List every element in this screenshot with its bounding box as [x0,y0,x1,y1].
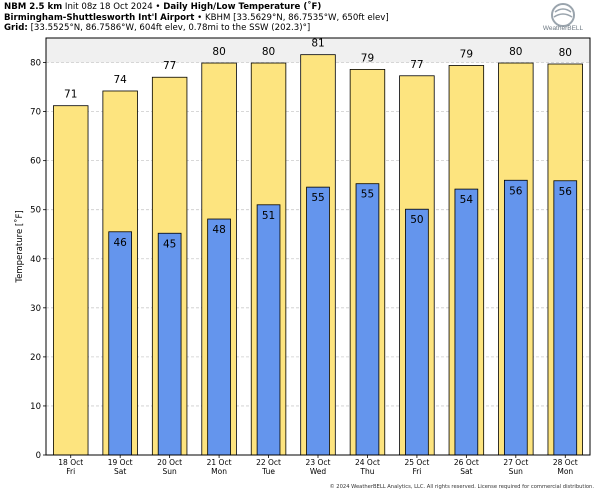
low-temp-label: 51 [262,210,275,222]
x-tick-weekday: Tue [261,467,275,476]
grid-info: [33.5525°N, 86.7586°W, 604ft elev, 0.78m… [30,23,311,33]
weatherbell-logo: WeatherBELL [543,3,584,32]
separator: • [155,2,161,12]
high-temp-label: 74 [113,74,127,86]
low-temp-label: 56 [509,185,523,197]
x-tick-weekday: Sun [162,467,177,476]
x-tick-weekday: Sat [114,467,126,476]
low-temp-bar [503,179,528,456]
y-tick-label: 20 [30,353,41,363]
y-tick-label: 0 [36,451,41,461]
plot-frame [45,37,591,456]
high-temp-label: 80 [262,46,275,58]
x-tick-date: 21 Oct [207,458,232,467]
model-name: NBM 2.5 km [4,2,63,12]
chart-header: NBM 2.5 km Init 08z 18 Oct 2024 • Daily … [4,2,524,34]
x-tick-weekday: Wed [310,467,327,476]
x-tick-date: 28 Oct [553,458,578,467]
grid-label: Grid: [4,23,28,33]
high-temp-label: 80 [212,46,225,58]
high-temp-label: 79 [460,48,473,60]
high-temp-label: 77 [163,60,176,72]
high-temp-label: 71 [64,89,77,101]
high-temp-bar [53,105,89,456]
low-temp-label: 46 [113,237,127,249]
low-temp-bar [108,231,133,456]
low-temp-label: 48 [212,224,225,236]
low-temp-bar [207,218,231,456]
y-tick-label: 40 [30,255,41,265]
y-tick-label: 70 [30,108,41,118]
y-tick-label: 80 [30,59,41,69]
low-temp-bar [355,183,380,456]
low-temp-label: 45 [163,238,176,250]
low-temp-bar [157,232,182,456]
low-temp-bar [405,208,429,456]
station-info: KBHM [33.5629°N, 86.7535°W, 650ft elev] [204,12,389,23]
chart-title: Daily High/Low Temperature (˚F) [163,2,322,12]
header-line-1: NBM 2.5 km Init 08z 18 Oct 2024 • Daily … [4,2,524,13]
x-tick-date: 18 Oct [58,458,83,467]
x-tick-weekday: Fri [412,467,421,476]
init-time: Init 08z 18 Oct 2024 [64,2,153,12]
x-tick-date: 27 Oct [503,458,528,467]
low-temp-bar [256,204,281,456]
low-temp-label: 55 [361,189,374,201]
x-tick-date: 26 Oct [454,458,479,467]
high-temp-label: 79 [361,52,374,64]
x-tick-weekday: Fri [66,467,75,476]
low-temp-label: 55 [311,192,324,204]
low-temp-label: 50 [410,214,423,226]
svg-text:WeatherBELL: WeatherBELL [543,25,584,32]
x-tick-weekday: Thu [359,467,374,476]
y-tick-label: 50 [30,206,41,216]
x-tick-weekday: Sat [460,467,472,476]
y-tick-label: 10 [30,402,41,412]
high-temp-label: 80 [509,46,522,58]
x-tick-weekday: Mon [557,467,573,476]
low-temp-bar [454,188,479,456]
y-tick-label: 30 [30,304,41,314]
high-temp-label: 80 [559,47,572,59]
x-tick-date: 25 Oct [404,458,429,467]
low-temp-label: 54 [460,194,474,206]
x-tick-weekday: Mon [211,467,227,476]
station-name: Birmingham-Shuttlesworth Int'l Airport [4,12,195,23]
x-tick-date: 23 Oct [306,458,331,467]
header-line-2: Birmingham-Shuttlesworth Int'l Airport •… [4,13,524,24]
high-temp-label: 81 [311,38,324,50]
x-tick-date: 19 Oct [108,458,133,467]
low-temp-bar [306,186,330,456]
x-tick-date: 20 Oct [157,458,182,467]
header-line-3: Grid: [33.5525°N, 86.7586°W, 604ft elev,… [4,23,524,34]
y-tick-label: 60 [30,157,41,167]
x-tick-date: 22 Oct [256,458,281,467]
high-temp-label: 77 [410,59,423,71]
copyright-footer: © 2024 WeatherBELL Analytics, LLC. All r… [329,484,594,490]
low-temp-label: 56 [559,186,573,198]
separator: • [197,12,203,23]
x-tick-weekday: Sun [509,467,524,476]
x-tick-date: 24 Oct [355,458,380,467]
low-temp-bar [553,180,578,456]
y-axis-label: Temperature [˚F] [14,210,25,283]
